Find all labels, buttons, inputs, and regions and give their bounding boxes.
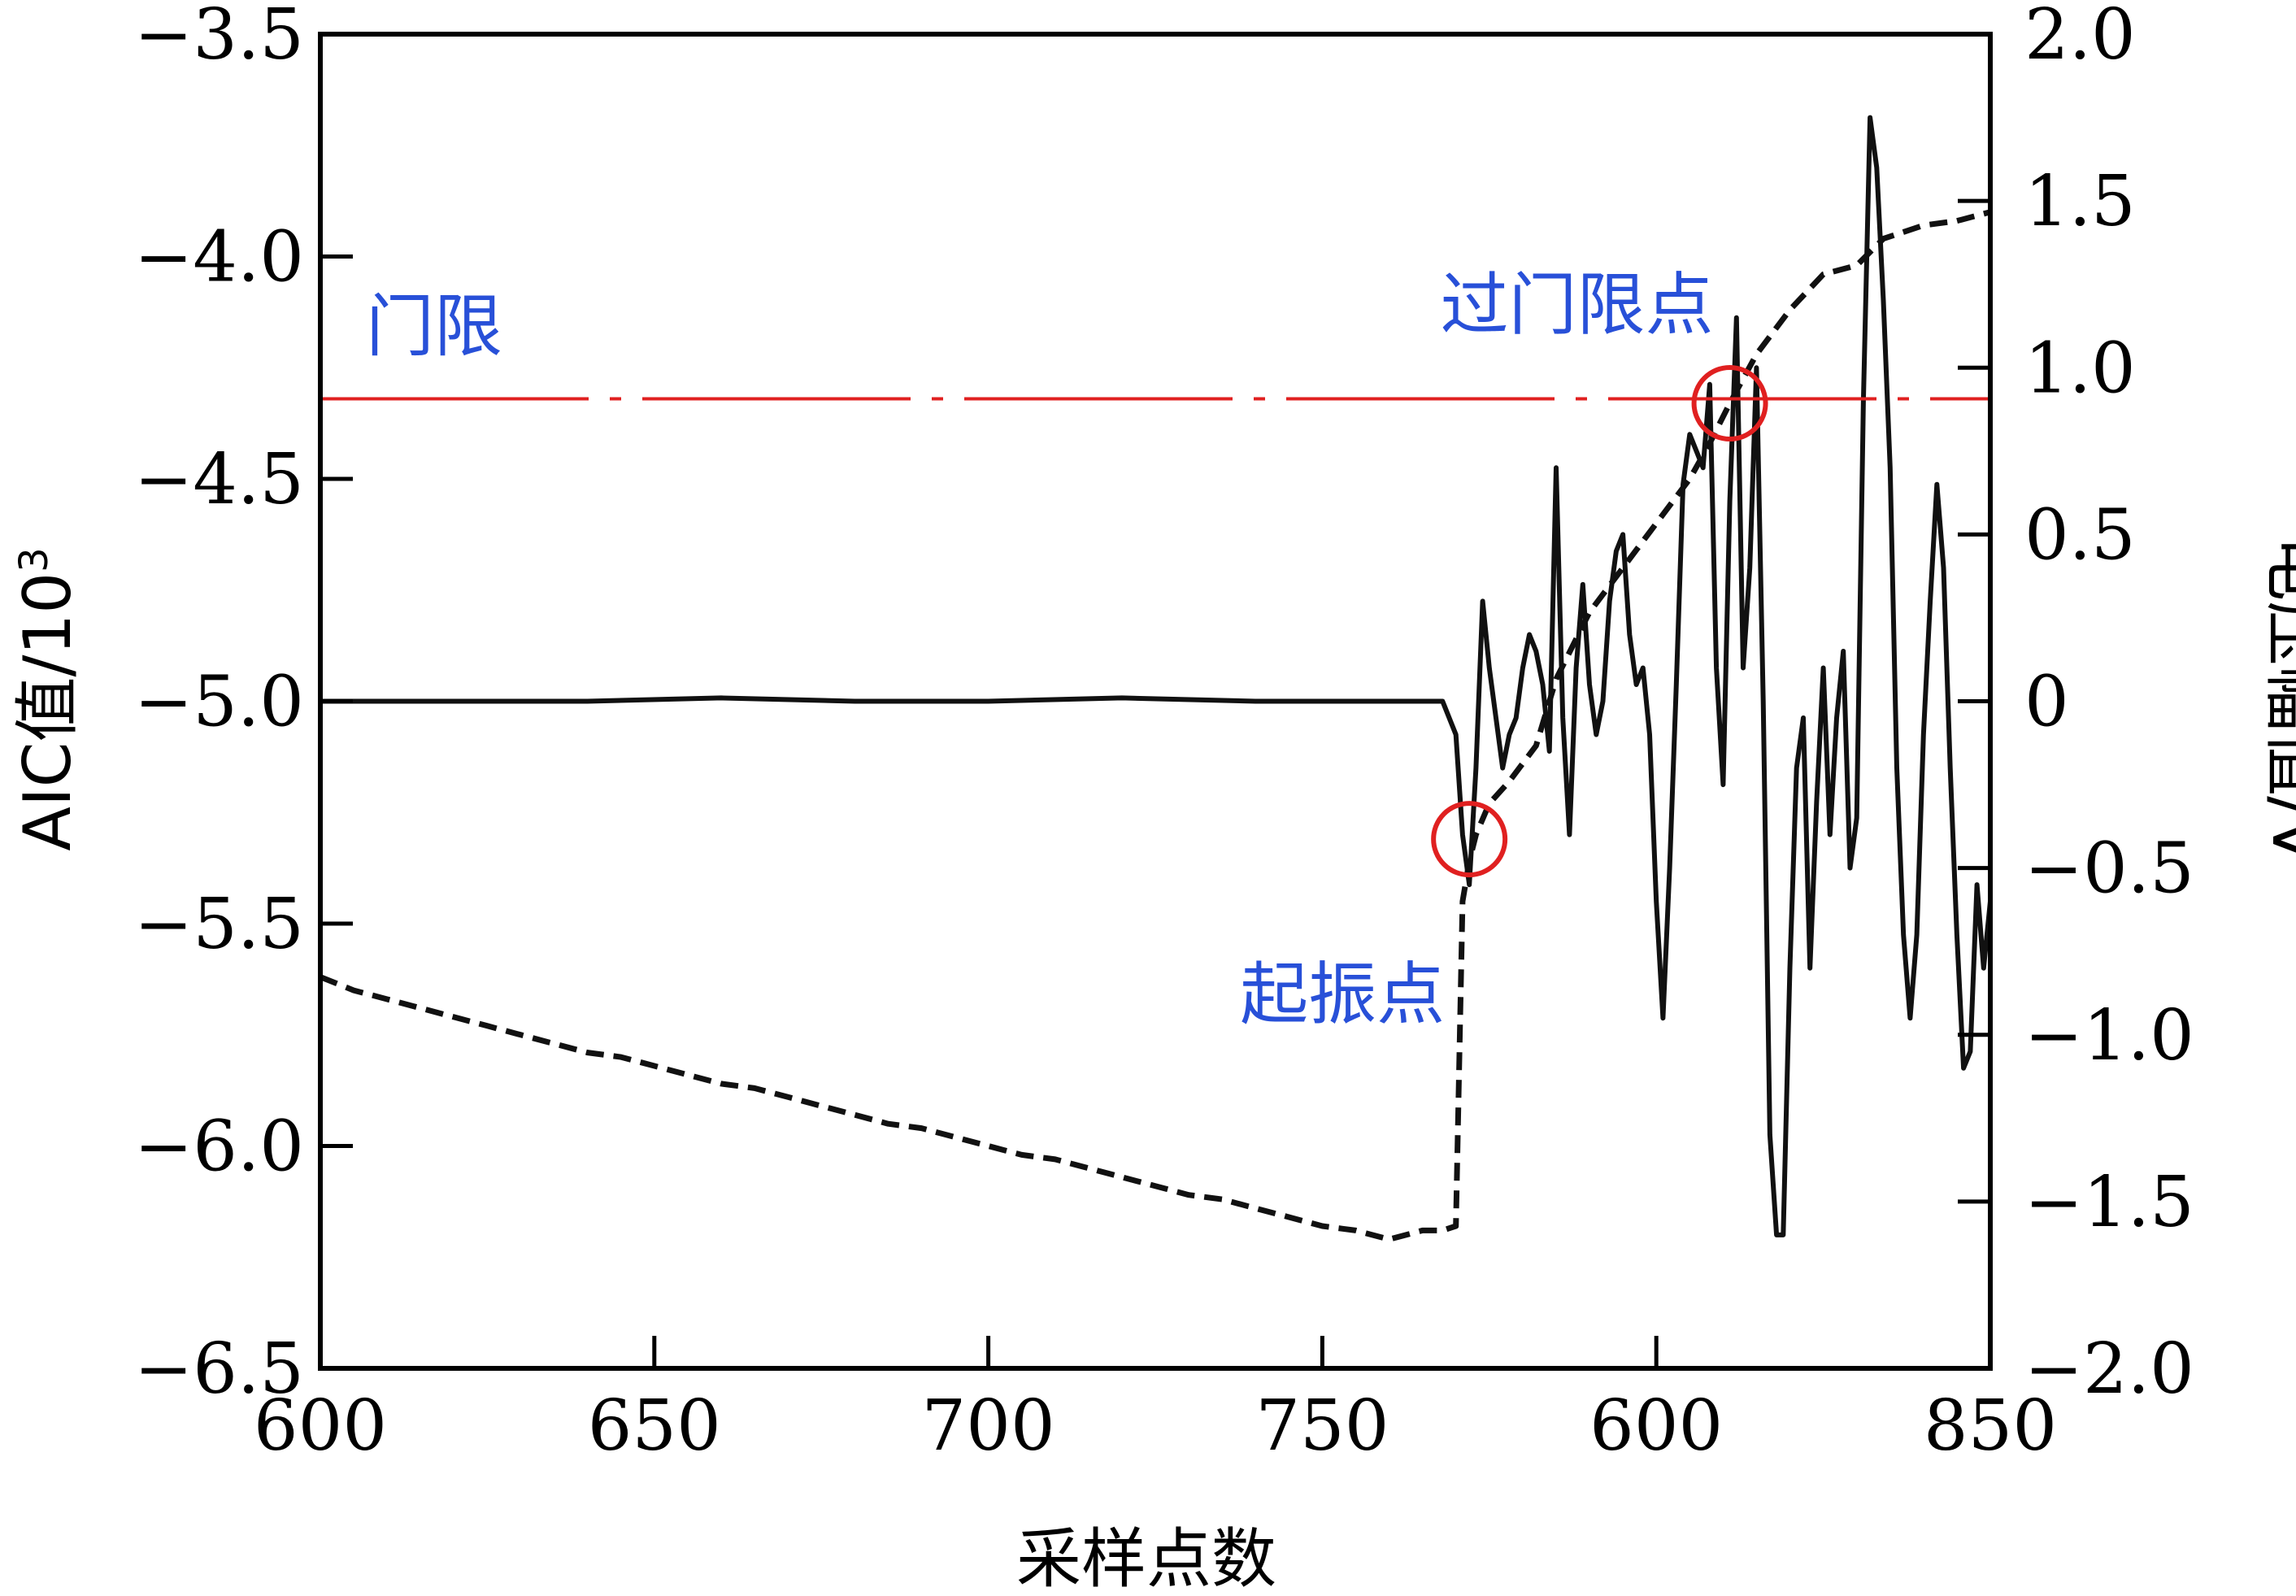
y-right-tick-label: −2.0 [2024,1329,2194,1410]
y-left-axis-title: AIC值/103 [10,547,85,850]
y-right-axis-title: 电压幅值/V [2258,536,2296,863]
threshold-crossing-label: 过门限点 [1441,265,1714,345]
y-left-tick-label: −6.5 [134,1329,304,1410]
y-right-tick-label: 0.5 [2024,494,2136,576]
y-right-tick-label: 1.5 [2024,161,2136,242]
y-left-tick-label: −3.5 [134,0,304,76]
y-left-tick-label: −6.0 [134,1107,304,1188]
x-tick-label: 750 [1255,1385,1389,1467]
x-tick-label: 650 [588,1385,721,1467]
y-left-tick-label: −5.5 [134,884,304,965]
y-right-tick-label: 0 [2024,662,2069,743]
svg-text:AIC值/103: AIC值/103 [10,547,85,850]
series-layer [319,115,1993,1242]
tick-layer: 600 650 700 750 600 850 −3.5 −4.0 −4.5 −5.0 −5.5 −6… [134,0,2194,1467]
y-left-axis-title-text: AIC值/10 [10,572,85,851]
threshold-crossing-marker [1691,365,1768,442]
y-right-tick-label: 2.0 [2024,0,2136,76]
y-right-tick-label: −1.5 [2024,1162,2194,1243]
y-left-tick-label: −4.0 [134,217,304,298]
y-left-axis-title-exponent: 3 [11,547,57,572]
x-tick-label: 700 [922,1385,1055,1467]
onset-point-label: 起振点 [1240,955,1445,1034]
voltage-curve [320,115,1993,1237]
threshold-label: 门限 [366,287,502,367]
y-right-tick-label: 1.0 [2024,328,2136,409]
x-tick-label: 600 [254,1385,387,1467]
y-left-tick-label: −5.0 [134,662,304,743]
x-tick-label: 850 [1924,1385,2057,1467]
y-right-tick-label: −0.5 [2024,828,2194,910]
y-right-axis-title-text: 电压幅值/V [2258,536,2296,863]
x-tick-label: 600 [1589,1385,1723,1467]
y-left-tick-label: −4.5 [134,439,304,520]
y-right-tick-label: −1.0 [2024,995,2194,1076]
onset-point-marker [1431,801,1508,878]
x-axis-title: 采样点数 [1016,1521,1276,1596]
